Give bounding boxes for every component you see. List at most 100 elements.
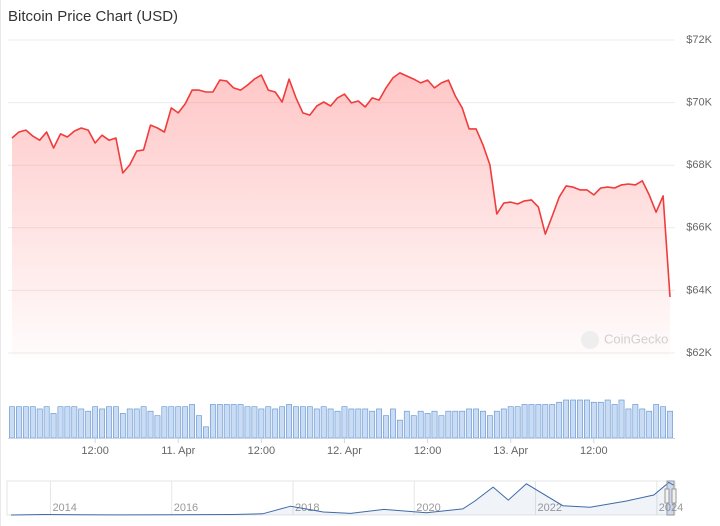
volume-bar [341,406,348,439]
navigator: 2014 2016 2018 2020 2022 2024 [10,481,683,516]
volume-bar [99,408,105,439]
volume-bar [563,399,570,439]
x-tick-label: 11. Apr [161,445,195,457]
volume-bar [355,408,362,439]
volume-bar [133,408,140,439]
volume-bar [521,404,528,439]
volume-bar [452,410,459,439]
y-tick-label: $62K [686,347,712,359]
volume-bar [480,410,486,439]
y-tick-label: $70K [686,97,712,109]
volume-bar [632,404,639,439]
volume-bar [493,410,500,439]
volume-bar [265,406,272,439]
volume-bar [306,406,313,439]
volume-bar [577,399,583,439]
volume-bar [22,406,29,439]
volume-bar [106,406,112,439]
volume-bar [445,410,452,439]
navigator-handle[interactable] [664,488,670,504]
volume-bar [71,406,78,439]
volume-bar [293,406,299,439]
volume-bar [85,410,92,439]
volume-bar [660,406,666,439]
volume-bar [182,406,189,439]
volume-bar [535,404,542,439]
volume-bar [286,404,292,439]
navigator-handle[interactable] [671,488,677,504]
volume-bar [203,426,209,439]
y-tick-label: $68K [686,159,712,171]
x-tick-label: 2024 [659,502,683,514]
volume-bar [29,406,36,439]
x-tick-label: 2014 [52,502,76,514]
x-tick-label: 12. Apr [327,445,362,457]
volume-bar [639,408,646,439]
volume-bar [244,406,251,439]
volume-bar [9,406,15,439]
volume-bar [369,410,376,439]
price-line [11,72,671,298]
volume-bar [300,406,306,439]
volume-bar [251,406,258,439]
volume-bar [50,413,57,439]
volume-bar [438,415,445,439]
x-tick-label: 12:00 [81,445,109,457]
x-tick-label: 13. Apr [493,445,528,457]
volume-bar [230,404,237,439]
volume-bar [507,406,514,439]
volume-bar [348,408,355,439]
volume-bar [223,404,230,439]
volume-bar [466,408,473,439]
y-tick-label: $66K [686,222,712,234]
chart-title: Bitcoin Price Chart (USD) [8,8,178,25]
volume-bar [542,404,549,439]
volume-bar [119,413,126,439]
volume-bar [556,401,563,439]
volume-bar [161,406,168,439]
volume-bar [459,410,466,439]
x-tick-label: 2020 [416,502,440,514]
volume-bar [514,406,521,439]
volume-bar [383,415,389,439]
x-tick-label: 2016 [174,502,198,514]
navigator-line [10,481,675,516]
volume-bar [16,406,22,439]
volume-bar [604,399,611,439]
x-tick-label: 12:00 [248,445,276,457]
watermark: CoinGecko [604,331,668,346]
volume-bar [667,410,673,439]
volume-bar [147,410,154,439]
volume-bar [625,408,632,439]
volume-bar [209,404,216,439]
volume-bar [216,404,223,439]
volume-bar [570,399,576,439]
volume-bar [583,399,590,439]
volume-bar [403,410,410,439]
volume-bar [417,410,424,439]
volume-bar [258,408,265,439]
navigator-area [11,482,674,515]
volume-bar [279,406,286,439]
volume-bar [189,404,195,439]
volume-bar [57,406,64,439]
y-tick-label: $72K [686,34,712,46]
volume-bar [590,401,597,439]
volume-bar [597,401,604,439]
price-plot: $62K $64K $66K $68K $70K $72K 12:00 11. Apr 12:0… [8,34,713,457]
volume-bar [154,415,161,439]
volume-bar [618,399,625,439]
volume-bar [313,408,320,439]
volume-bar [390,408,396,439]
volume-bar [431,410,438,439]
volume-bar [549,404,556,439]
volume-bar [334,410,341,439]
volume-bar [320,406,327,439]
volume-bar [140,406,147,439]
volume-bar [396,419,403,439]
volume-bar [327,408,334,439]
volume-bar [168,406,175,439]
watermark-logo [581,331,599,349]
x-tick-label: 12:00 [580,445,608,457]
